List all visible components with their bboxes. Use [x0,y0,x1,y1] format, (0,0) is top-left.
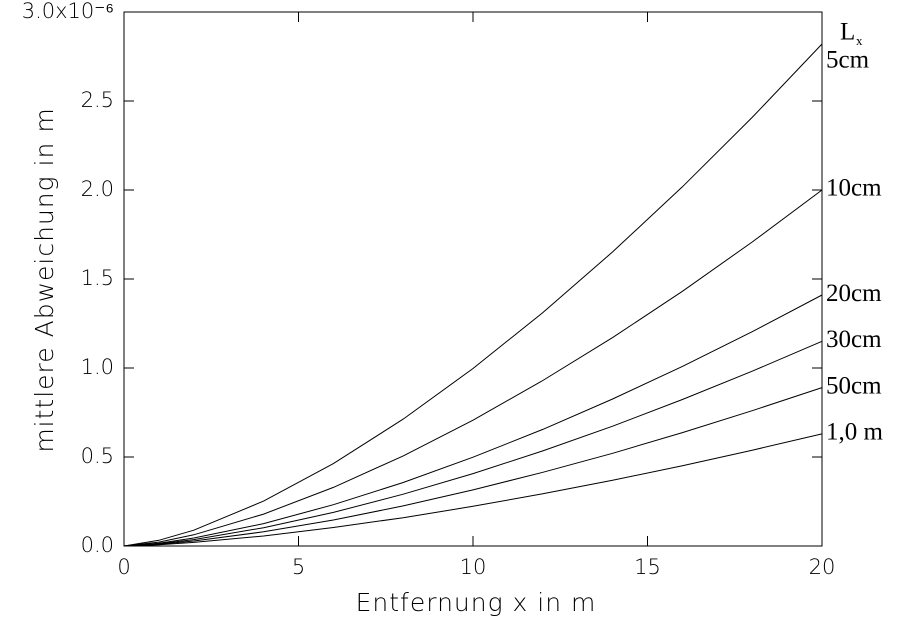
y-tick-label: 2.5 [81,88,114,112]
x-tick-label: 20 [809,555,836,579]
curve [123,189,823,547]
series-label: 50cm [826,372,882,399]
y-axis-label: mittlere Abweichung in m [30,107,59,452]
curve [123,387,823,547]
x-axis-label: Entfernung x in m [356,588,597,617]
y-tick-label: 3.0x10⁻⁶ [22,0,114,23]
x-tick-label: 0 [117,555,130,579]
legend-title: L [840,19,855,46]
y-tick-label: 1.5 [81,266,114,290]
series-label: 5cm [826,47,870,74]
curve [123,43,823,547]
curve [123,294,823,547]
legend-title-sub: x [856,33,863,48]
x-tick-label: 5 [292,555,305,579]
series-label: 10cm [826,175,882,202]
series-label: 30cm [826,326,882,353]
curve [123,340,823,547]
curve [123,433,823,547]
plot-frame [123,11,823,547]
x-tick-label: 10 [460,555,487,579]
y-tick-label: 0.5 [81,444,114,468]
x-tick-label: 15 [634,555,661,579]
series-label: 1,0 m [826,419,884,446]
y-tick-label: 1.0 [81,355,114,379]
y-tick-label: 0.0 [81,533,114,557]
series-label: 20cm [826,280,882,307]
y-tick-label: 2.0 [81,177,114,201]
